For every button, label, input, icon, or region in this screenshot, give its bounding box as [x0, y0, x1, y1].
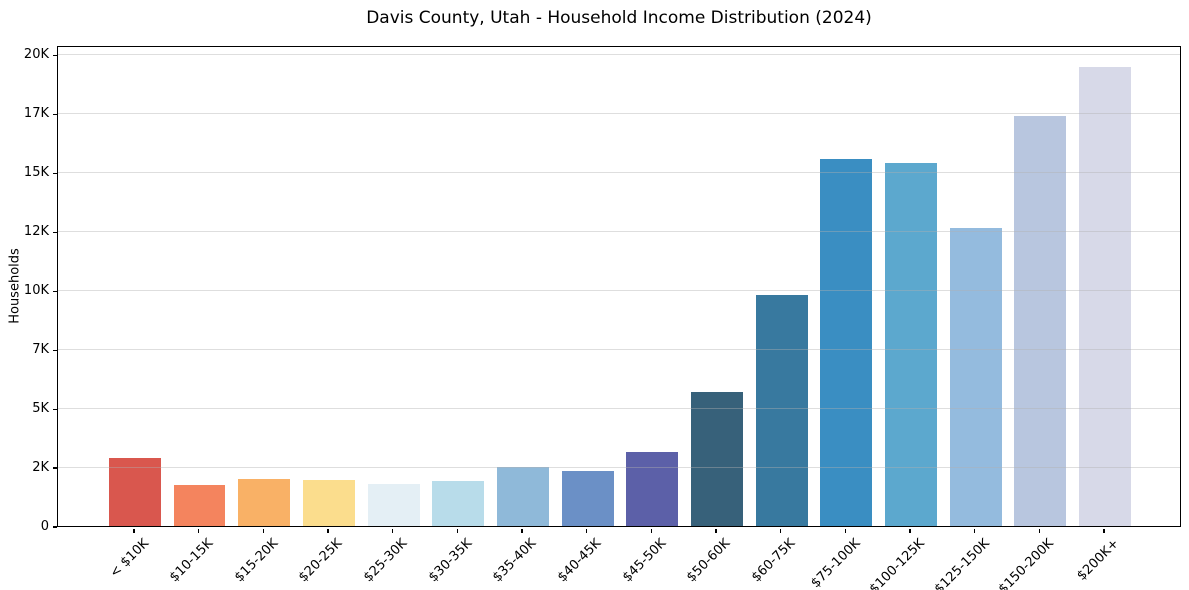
x-tick-label: $125-150K — [931, 536, 993, 590]
bar-150-200k — [1014, 115, 1067, 526]
x-tick-label: $200K+ — [1073, 536, 1122, 584]
x-tick-mark — [1038, 528, 1040, 533]
x-tick-label: < $10K — [106, 536, 152, 581]
x-tick-label: $35-40K — [490, 536, 540, 586]
bar-10-15k — [173, 484, 226, 526]
x-tick-mark — [780, 528, 782, 533]
x-tick-label: $60-75K — [749, 536, 799, 586]
x-tick-label: $15-20K — [231, 536, 281, 586]
x-tick-mark — [521, 528, 523, 533]
x-tick-mark — [715, 528, 717, 533]
x-tick-label: $50-60K — [684, 536, 734, 586]
y-tick-mark — [52, 349, 57, 351]
x-tick-mark — [586, 528, 588, 533]
x-tick-label: $10-15K — [167, 536, 217, 586]
x-tick-mark — [1103, 528, 1105, 533]
bar-200k — [1079, 67, 1131, 526]
y-tick-mark — [52, 408, 57, 410]
bar-15-20k — [238, 478, 291, 526]
chart-title: Davis County, Utah - Household Income Di… — [366, 8, 872, 28]
y-tick-mark — [52, 231, 57, 233]
x-tick-mark — [909, 528, 911, 533]
bar-45-50k — [626, 451, 679, 526]
x-tick-label: $150-200K — [996, 536, 1057, 590]
y-tick-label: 0 — [40, 519, 49, 534]
gridline-5000 — [58, 407, 1180, 409]
bar-10k — [109, 457, 161, 526]
gridline-20000 — [58, 53, 1180, 55]
x-tick-label: $100-125K — [866, 536, 928, 590]
bar-25-30k — [367, 484, 420, 526]
gridline-15000 — [58, 171, 1180, 173]
bar-50-60k — [691, 391, 743, 526]
y-tick-mark — [52, 113, 57, 115]
bar-60-75k — [755, 294, 808, 526]
y-tick-label: 15K — [23, 165, 49, 181]
y-tick-label: 2K — [32, 460, 49, 476]
x-tick-label: $40-45K — [555, 536, 605, 586]
gridline-2500 — [58, 466, 1180, 468]
x-tick-label: $30-35K — [425, 536, 475, 586]
bar-125-150k — [949, 227, 1002, 526]
x-tick-label: $45-50K — [619, 536, 669, 586]
bar-20-25k — [303, 480, 355, 526]
x-tick-mark — [392, 528, 394, 533]
y-tick-mark — [52, 467, 57, 469]
x-tick-mark — [456, 528, 458, 533]
x-tick-mark — [844, 528, 846, 533]
y-tick-label: 7K — [32, 342, 49, 358]
gridline-7500 — [58, 348, 1180, 350]
x-tick-label: $75-100K — [807, 536, 863, 590]
x-tick-label: $25-30K — [361, 536, 411, 586]
y-tick-label: 20K — [23, 47, 49, 63]
x-tick-mark — [198, 528, 200, 533]
x-tick-mark — [133, 528, 135, 533]
bar-75-100k — [820, 159, 873, 526]
bar-100-125k — [885, 162, 937, 526]
gridline-12500 — [58, 230, 1180, 232]
bar-35-40k — [497, 467, 549, 526]
y-tick-label: 10K — [23, 283, 49, 299]
gridline-17500 — [58, 112, 1180, 114]
y-tick-mark — [52, 290, 57, 292]
bar-40-45k — [561, 470, 614, 526]
plot-area — [57, 46, 1181, 527]
y-tick-label: 5K — [32, 401, 49, 417]
x-tick-mark — [327, 528, 329, 533]
x-tick-mark — [974, 528, 976, 533]
gridline-10000 — [58, 289, 1180, 291]
bar-30-35k — [432, 481, 485, 526]
y-tick-mark — [52, 54, 57, 57]
y-tick-label: 17K — [23, 106, 49, 122]
x-tick-mark — [650, 528, 652, 533]
y-tick-label: 12K — [23, 224, 49, 240]
x-tick-label: $20-25K — [296, 536, 346, 586]
y-tick-mark — [52, 172, 57, 174]
x-tick-mark — [262, 528, 264, 533]
y-tick-mark — [52, 526, 57, 528]
